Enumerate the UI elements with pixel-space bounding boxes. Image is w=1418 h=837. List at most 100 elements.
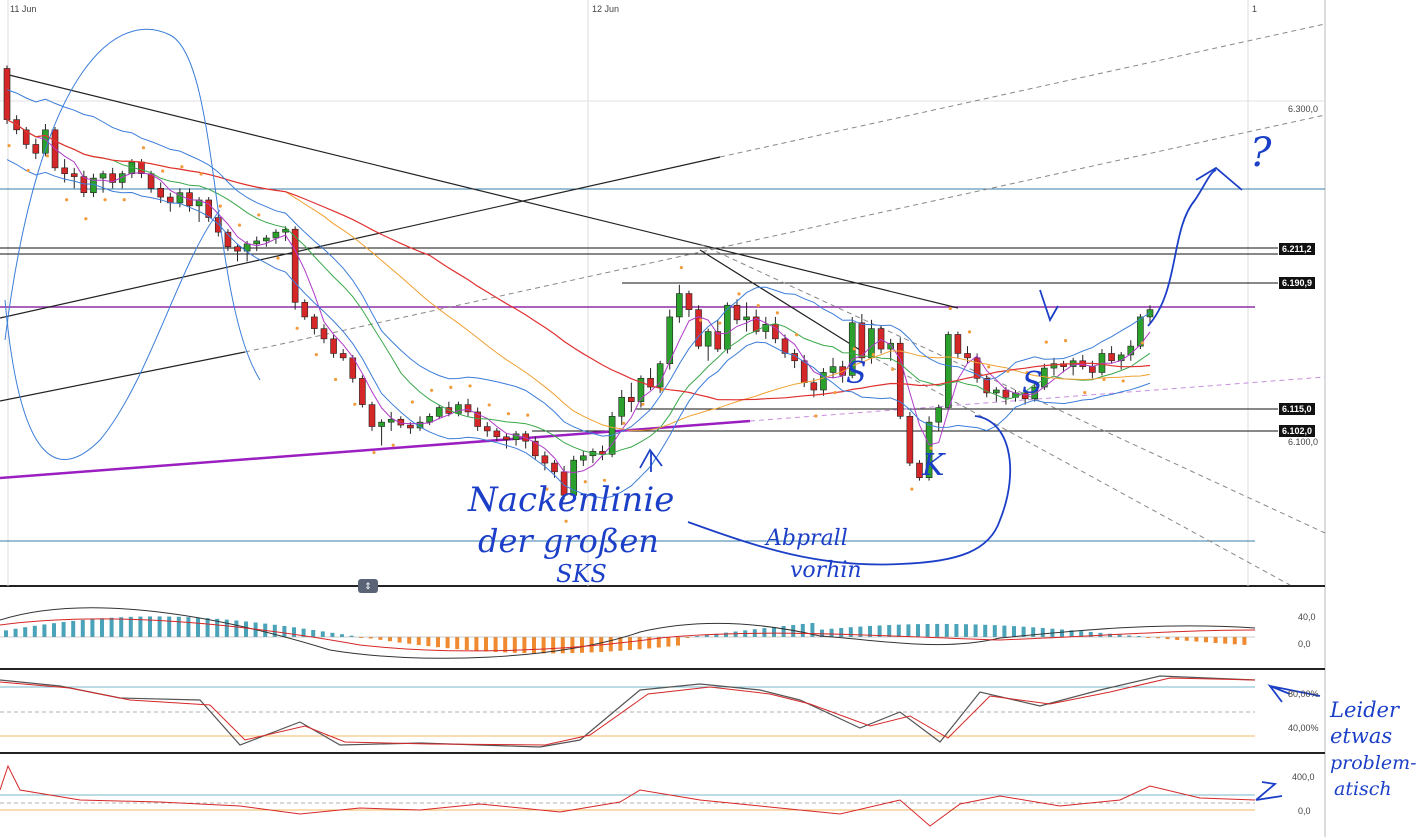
candle-body <box>205 199 213 218</box>
trendline-down-2-solid <box>699 249 861 351</box>
ma-mid-green <box>6 119 1151 456</box>
macd-bar <box>1031 627 1036 637</box>
macd-bar <box>176 616 181 637</box>
macd-bar <box>848 627 853 637</box>
psar-dot <box>430 388 434 392</box>
x-label-12jun: 12 Jun <box>592 4 620 14</box>
candle-body <box>263 237 270 242</box>
macd-tick-40: 40,0 <box>1298 612 1316 622</box>
macd-bar <box>944 623 949 637</box>
macd-bar <box>215 618 220 637</box>
bollinger-lower <box>6 159 1151 499</box>
candle-body <box>800 360 808 383</box>
macd-bar <box>1165 637 1170 640</box>
psar-dot <box>718 321 722 325</box>
candle-body <box>22 129 30 145</box>
annotation-neckline-1: Nackenlinie <box>468 480 675 520</box>
macd-bar <box>925 623 930 637</box>
macd-bar <box>1242 637 1247 645</box>
candle-body <box>676 293 683 318</box>
psar-dot <box>1102 377 1106 382</box>
macd-bar <box>676 637 680 646</box>
candle-body <box>954 334 962 354</box>
annotation-neckline-3: SKS <box>556 560 607 588</box>
macd-bar <box>397 637 402 643</box>
macd-bar <box>119 617 124 637</box>
macd-bar <box>1108 633 1112 637</box>
annotation-rebound-curve <box>687 415 1012 566</box>
psar-dot <box>698 318 703 322</box>
annotation-note-4: atisch <box>1334 778 1392 800</box>
macd-bar <box>1175 637 1180 640</box>
trendline-down-long <box>4 73 959 309</box>
candle-body <box>752 316 760 332</box>
candle-body <box>157 188 164 198</box>
trendline-up-dashed-1 <box>719 23 1326 158</box>
macd-bar <box>436 637 440 648</box>
y-tick-6100: 6.100,0 <box>1288 437 1319 447</box>
pane-resize-handle[interactable]: ⇕ <box>358 579 378 593</box>
candle-body <box>253 240 261 245</box>
candle-body <box>896 342 904 417</box>
candle-body <box>733 304 741 321</box>
candle-body <box>70 173 78 177</box>
macd-bar <box>340 634 344 637</box>
candle-body <box>1108 353 1115 362</box>
trendline-up-solid <box>0 156 721 319</box>
psar-dot <box>161 169 165 173</box>
macd-bar <box>551 637 556 654</box>
macd-bar <box>205 618 210 637</box>
macd-bar <box>378 637 383 640</box>
candle-body <box>618 397 626 417</box>
macd-bar <box>1012 626 1016 637</box>
psar-dot <box>929 446 933 450</box>
macd-bar <box>109 617 114 637</box>
annotation-note-arrow-1 <box>1267 683 1321 703</box>
candle-body <box>407 424 414 429</box>
stoch-d-line <box>0 677 1256 746</box>
macd-bar <box>186 617 191 637</box>
psar-dot <box>987 365 991 369</box>
stoch-tick-80: 80,00% <box>1288 689 1319 699</box>
candle-body <box>339 353 347 359</box>
macd-bar <box>532 637 536 654</box>
candle-body <box>176 192 184 204</box>
macd-bar <box>656 637 661 648</box>
psar-dot <box>1121 379 1125 383</box>
candle-body <box>330 338 337 354</box>
candle-body <box>743 316 750 321</box>
macd-bar <box>167 616 172 637</box>
macd-bar <box>868 625 872 637</box>
macd-bar <box>829 628 834 637</box>
macd-bar <box>13 628 18 637</box>
macd-bar <box>906 624 911 637</box>
macd-bar <box>100 618 104 637</box>
psar-dot <box>1044 340 1048 344</box>
annotation-rebound-2: vorhin <box>790 558 862 583</box>
candle-body <box>829 366 837 373</box>
macd-bar <box>954 624 959 637</box>
macd-bar <box>666 637 671 647</box>
x-label-1: 1 <box>1252 4 1258 14</box>
annotation-breakout-arrowhead <box>1195 166 1243 191</box>
macd-bar <box>1021 626 1026 637</box>
price-badge-6211: 6.211,2 <box>1278 242 1316 256</box>
macd-bar <box>23 627 28 637</box>
candle-body <box>61 167 68 174</box>
trendline-up-2-solid <box>0 351 246 402</box>
macd-bar <box>32 625 37 637</box>
macd-bar <box>292 627 296 637</box>
macd-bar <box>138 616 143 637</box>
macd-bar <box>522 637 527 654</box>
macd-bar <box>618 637 623 651</box>
psar-dot <box>372 450 376 455</box>
macd-bar <box>992 625 997 637</box>
macd-bar <box>685 637 690 638</box>
psar-dot <box>967 330 972 334</box>
macd-bar <box>282 626 287 637</box>
macd-bar <box>704 634 709 637</box>
macd-bar <box>61 621 66 637</box>
candle-body <box>32 144 40 154</box>
candle-body <box>272 231 280 239</box>
